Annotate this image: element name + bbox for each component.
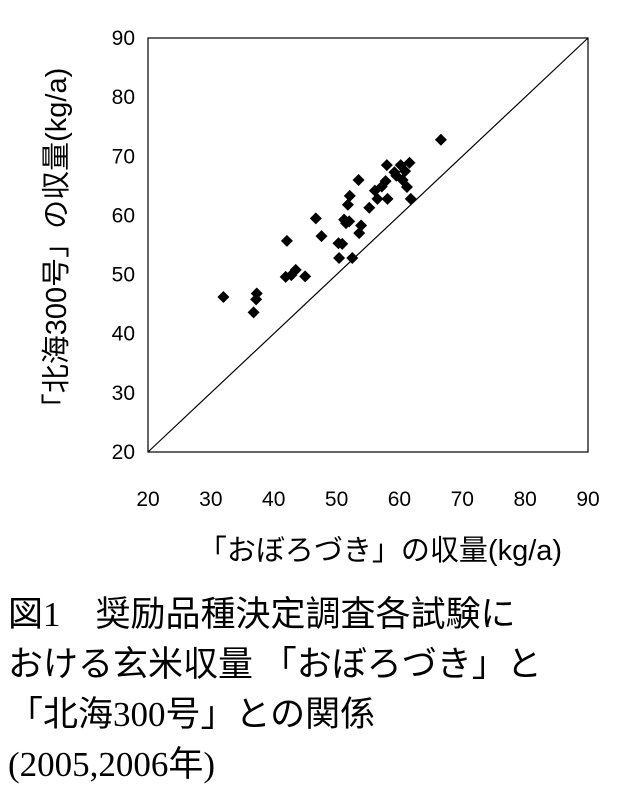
x-tick-labels: 20 30 40 50 60 70 80 90: [136, 488, 599, 511]
data-point: [355, 219, 368, 232]
y-axis-label: 「北海300号」の収量(kg/a): [40, 68, 73, 423]
data-point: [371, 192, 384, 205]
data-point: [343, 215, 356, 228]
data-point: [299, 270, 312, 283]
data-point: [336, 237, 349, 250]
y-tick-labels: 20 30 40 50 60 70 80 90: [112, 27, 135, 464]
y-tick-label: 40: [112, 323, 135, 346]
data-point: [404, 192, 417, 205]
scatter-chart: 20 30 40 50 60 70 80 90 20 30 40 50 60 70 80 90 「おぼろづき…: [40, 27, 600, 567]
caption-line-4: (2005,2006年): [8, 745, 216, 784]
x-tick-label: 30: [199, 488, 222, 511]
data-point: [309, 212, 322, 225]
data-point: [315, 230, 328, 243]
data-point: [434, 133, 447, 146]
data-point: [343, 189, 356, 202]
y-tick-label: 50: [112, 264, 135, 287]
data-point: [379, 175, 392, 188]
data-point: [400, 181, 413, 194]
x-tick-label: 60: [388, 488, 411, 511]
data-point: [352, 173, 365, 186]
data-point: [381, 192, 394, 205]
x-tick-label: 70: [451, 488, 474, 511]
data-point: [346, 252, 359, 265]
x-tick-label: 50: [325, 488, 348, 511]
y-tick-label: 60: [112, 204, 135, 227]
figure-caption: 図1 奨励品種決定調査各試験に おける玄米収量 「おぼろづき」と 「北海300号…: [8, 590, 628, 790]
x-tick-label: 40: [262, 488, 285, 511]
y-tick-label: 20: [112, 441, 135, 464]
data-point: [333, 252, 346, 265]
data-point: [403, 156, 416, 169]
data-point: [341, 198, 354, 211]
y-tick-label: 90: [112, 27, 135, 50]
data-point: [250, 287, 263, 300]
caption-line-1: 図1 奨励品種決定調査各試験に: [8, 595, 516, 634]
data-points: [217, 133, 447, 319]
x-tick-label: 80: [513, 488, 536, 511]
data-point: [380, 159, 393, 172]
x-axis-label: 「おぼろづき」の収量(kg/a): [198, 535, 562, 567]
caption-line-2: おける玄米収量 「おぼろづき」と: [8, 645, 542, 684]
data-point: [289, 263, 302, 276]
data-point: [247, 306, 260, 319]
data-point: [363, 201, 376, 214]
y-tick-label: 80: [112, 86, 135, 109]
one-to-one-line: [147, 37, 589, 453]
data-point: [399, 165, 412, 178]
y-tick-label: 30: [112, 382, 135, 405]
y-tick-label: 70: [112, 145, 135, 168]
data-point: [217, 291, 230, 304]
caption-line-3: 「北海300号」との関係: [8, 695, 376, 734]
x-tick-label: 20: [136, 488, 159, 511]
data-point: [280, 234, 293, 247]
x-tick-label: 90: [576, 488, 599, 511]
